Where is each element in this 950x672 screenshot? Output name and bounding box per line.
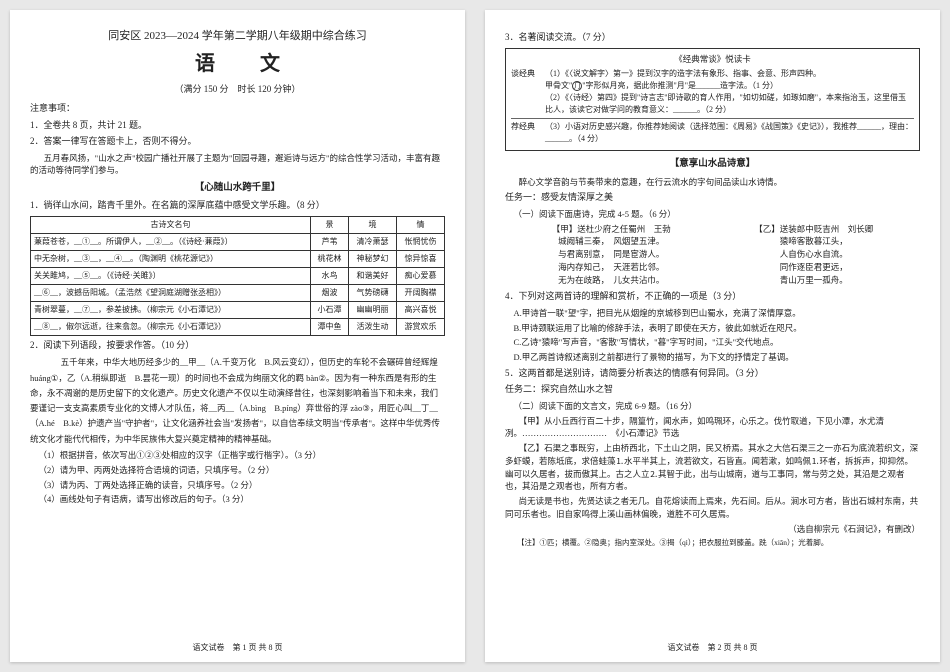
table-header-row: 古诗文名句 景 境 情 xyxy=(31,216,445,233)
card-left-label-2: 荐经典 xyxy=(511,121,545,133)
passage-a: 【甲】从小丘西行百二十步，隔篁竹，闻水声，如鸣珮环，心乐之。伐竹取道，下见小潭，… xyxy=(505,415,920,441)
notice-1: 1．全卷共 8 页，共计 21 题。 xyxy=(30,119,445,133)
question-4: 4．下列对这两首诗的理解和赏析，不正确的一项是（3 分） xyxy=(505,290,920,304)
subtask-1: （一）阅读下面唐诗，完成 4-5 题。（6 分） xyxy=(514,208,921,221)
poetry-table: 古诗文名句 景 境 情 蒹葭苍苍，__①__。所谓伊人，__②__。（《诗经·蒹… xyxy=(30,216,445,336)
passage-text: 五千年来，中华大地历经多少的__甲__（A.千变万化 B.风云变幻），但历史的车… xyxy=(30,355,445,447)
table-row: 蒹葭苍苍，__①__。所谓伊人，__②__。（《诗经·蒹葭》）芦苇清冷萧瑟怅惘忧… xyxy=(31,233,445,250)
notice-label: 注意事项： xyxy=(30,102,445,116)
th-scene: 景 xyxy=(311,216,349,233)
intro-2: 醉心文学音韵与节奏带来的意趣，在行云流水的字句间品读山水诗情。 xyxy=(505,176,920,189)
th-emotion: 情 xyxy=(397,216,445,233)
question-5: 5．这两首都是送别诗，请简要分析表达的情感有何异同。（3 分） xyxy=(505,367,920,381)
intro-paragraph: 五月春风扬，"山水之声"校园广播社开展了主题为"回园寻趣，邂逅诗与远方"的综合性… xyxy=(30,152,445,178)
notes: 【注】①匹；横覆。②隐奥；指内室深处。③揭（qì）；把衣服拉到膝盖。跣（xiǎn… xyxy=(505,537,920,548)
sub-question-3: （3）请为丙、丁两处选择正确的读音，只填序号。（2 分） xyxy=(39,479,446,492)
table-row: 青树翠蔓，__⑦__，参差披拂。（柳宗元《小石潭记》）小石潭幽幽明丽高兴喜悦 xyxy=(31,301,445,318)
passage-b2: 尚无读是书也，先贤达读之者无几。自花熔读而上焉来，先石间。后从。涧水可方者，皆出… xyxy=(505,495,920,521)
th-verse: 古诗文名句 xyxy=(31,216,311,233)
section-2-title: 【意享山水品诗意】 xyxy=(505,157,920,171)
passage-b-source: （选自柳宗元《石涧记》，有删改） xyxy=(505,523,920,536)
sub-question-1: （1）根据拼音，依次写出①②③处相应的汉字（正楷字或行楷字）。（3 分） xyxy=(39,449,446,462)
table-row: 中无杂树，__③__，__④__。（陶渊明《桃花源记》）桃花林神秘梦幻惊异惊喜 xyxy=(31,250,445,267)
card-line-4: （3）小语对历史感兴趣，你推荐她阅读（选择范围：《周易》《战国策》《史记》），我… xyxy=(545,121,914,145)
card-left-label-1: 谈经典 xyxy=(511,68,545,80)
page-footer-1: 语文试卷 第 1 页 共 8 页 xyxy=(10,642,465,654)
sub-question-2: （2）请为甲、丙两处选择符合语境的词语，只填序号。（2 分） xyxy=(39,464,446,477)
poem-left: 【甲】送杜少府之任蜀州 王勃 城阙辅三秦， 风烟望五津。 与君离别意， 同是宦游… xyxy=(515,223,708,287)
sub-question-4: （4）画线处句子有语病，请写出修改后的句子。（3 分） xyxy=(39,493,446,506)
option-b: B.甲诗颈联运用了比喻的修辞手法，表明了即使在天方，彼此如就近在咫尺。 xyxy=(514,322,921,335)
option-d: D.甲乙两首诗叙述离别之前都进行了景物的描写，为下文的抒情定了基调。 xyxy=(514,351,921,364)
task-1: 任务一：感受友情深厚之美 xyxy=(505,191,920,205)
page-2: 3．名著阅读交流。（7 分） 《经典常谈》悦读卡 谈经典 （1）《〈说文解字〉第… xyxy=(485,10,940,662)
poem-r-title: 【乙】送装郎中贬吉州 刘长卿 xyxy=(718,223,911,236)
option-a: A.甲诗首一联"望"字，把目光从烟煌的京城移到巴山蜀水，充满了深情厚意。 xyxy=(514,307,921,320)
table-row: 关关雎鸠，__⑤__。（《诗经·关雎》）水鸟和谐美好痴心爱慕 xyxy=(31,267,445,284)
page-footer-2: 语文试卷 第 2 页 共 8 页 xyxy=(485,642,940,654)
poem-right: 【乙】送装郎中贬吉州 刘长卿 猿啼客散暮江头， 人自伤心水自流。 同作逐臣君更远… xyxy=(718,223,911,287)
subtask-2: （二）阅读下面的文言文，完成 6-9 题。（16 分） xyxy=(514,400,921,413)
option-c: C.乙诗"猿啼"写声音，"客散"写情状，"暮"字写时间，"江头"交代地点。 xyxy=(514,336,921,349)
notice-2: 2．答案一律写在答题卡上，否则不得分。 xyxy=(30,135,445,149)
card-line-3: （2）《〈诗经〉第四》提到"诗言志"即诗歌的育人作用，"如切如磋，如琢如磨"，本… xyxy=(545,92,914,116)
th-mood: 境 xyxy=(349,216,397,233)
card-line-1: （1）《〈说文解字〉第一》提到汉字的造字法有象形、指事、会意、形声四种。 xyxy=(545,68,914,80)
score-time: （满分 150 分 时长 120 分钟） xyxy=(30,83,445,97)
question-1: 1．徜徉山水间，踏青千里外。在名篇的深厚底蕴中感受文学乐趣。（8 分） xyxy=(30,199,445,213)
poem-l-title: 【甲】送杜少府之任蜀州 王勃 xyxy=(515,223,708,236)
card-right-1: （1）《〈说文解字〉第一》提到汉字的造字法有象形、指事、会意、形声四种。 甲骨文… xyxy=(545,68,914,116)
page-1: 同安区 2023—2024 学年第二学期八年级期中综合练习 语 文 （满分 15… xyxy=(10,10,465,662)
passage-b: 【乙】石渠之事既穷，上由桥西北，下土山之阴，民又桥焉。其水之大信石渠三之一亦石为… xyxy=(505,442,920,493)
section-1-title: 【心随山水跨千里】 xyxy=(30,181,445,195)
table-row: __⑥__，波撼岳阳城。（孟浩然《望洞庭湖赠张丞相》）烟波气势磅礴开阔胸襟 xyxy=(31,284,445,301)
oracle-glyph-icon: ⺆ xyxy=(572,81,582,91)
card-title: 《经典常谈》悦读卡 xyxy=(511,53,914,66)
table-row: __⑧__，俶尔远逝，往来翕忽。（柳宗元《小石潭记》）潭中鱼活泼生动游赏欢乐 xyxy=(31,318,445,335)
exam-header: 同安区 2023—2024 学年第二学期八年级期中综合练习 xyxy=(30,28,445,45)
question-2: 2．阅读下列语段，按要求作答。（10 分） xyxy=(30,339,445,353)
reading-card: 《经典常谈》悦读卡 谈经典 （1）《〈说文解字〉第一》提到汉字的造字法有象形、指… xyxy=(505,48,920,152)
card-line-2: 甲骨文"⺆"字形似月亮，据此你推测"月"是______造字法。（1 分） xyxy=(545,80,914,92)
task-2: 任务二：探究自然山水之智 xyxy=(505,383,920,397)
question-3: 3．名著阅读交流。（7 分） xyxy=(505,31,920,45)
subject-title: 语 文 xyxy=(30,49,445,79)
